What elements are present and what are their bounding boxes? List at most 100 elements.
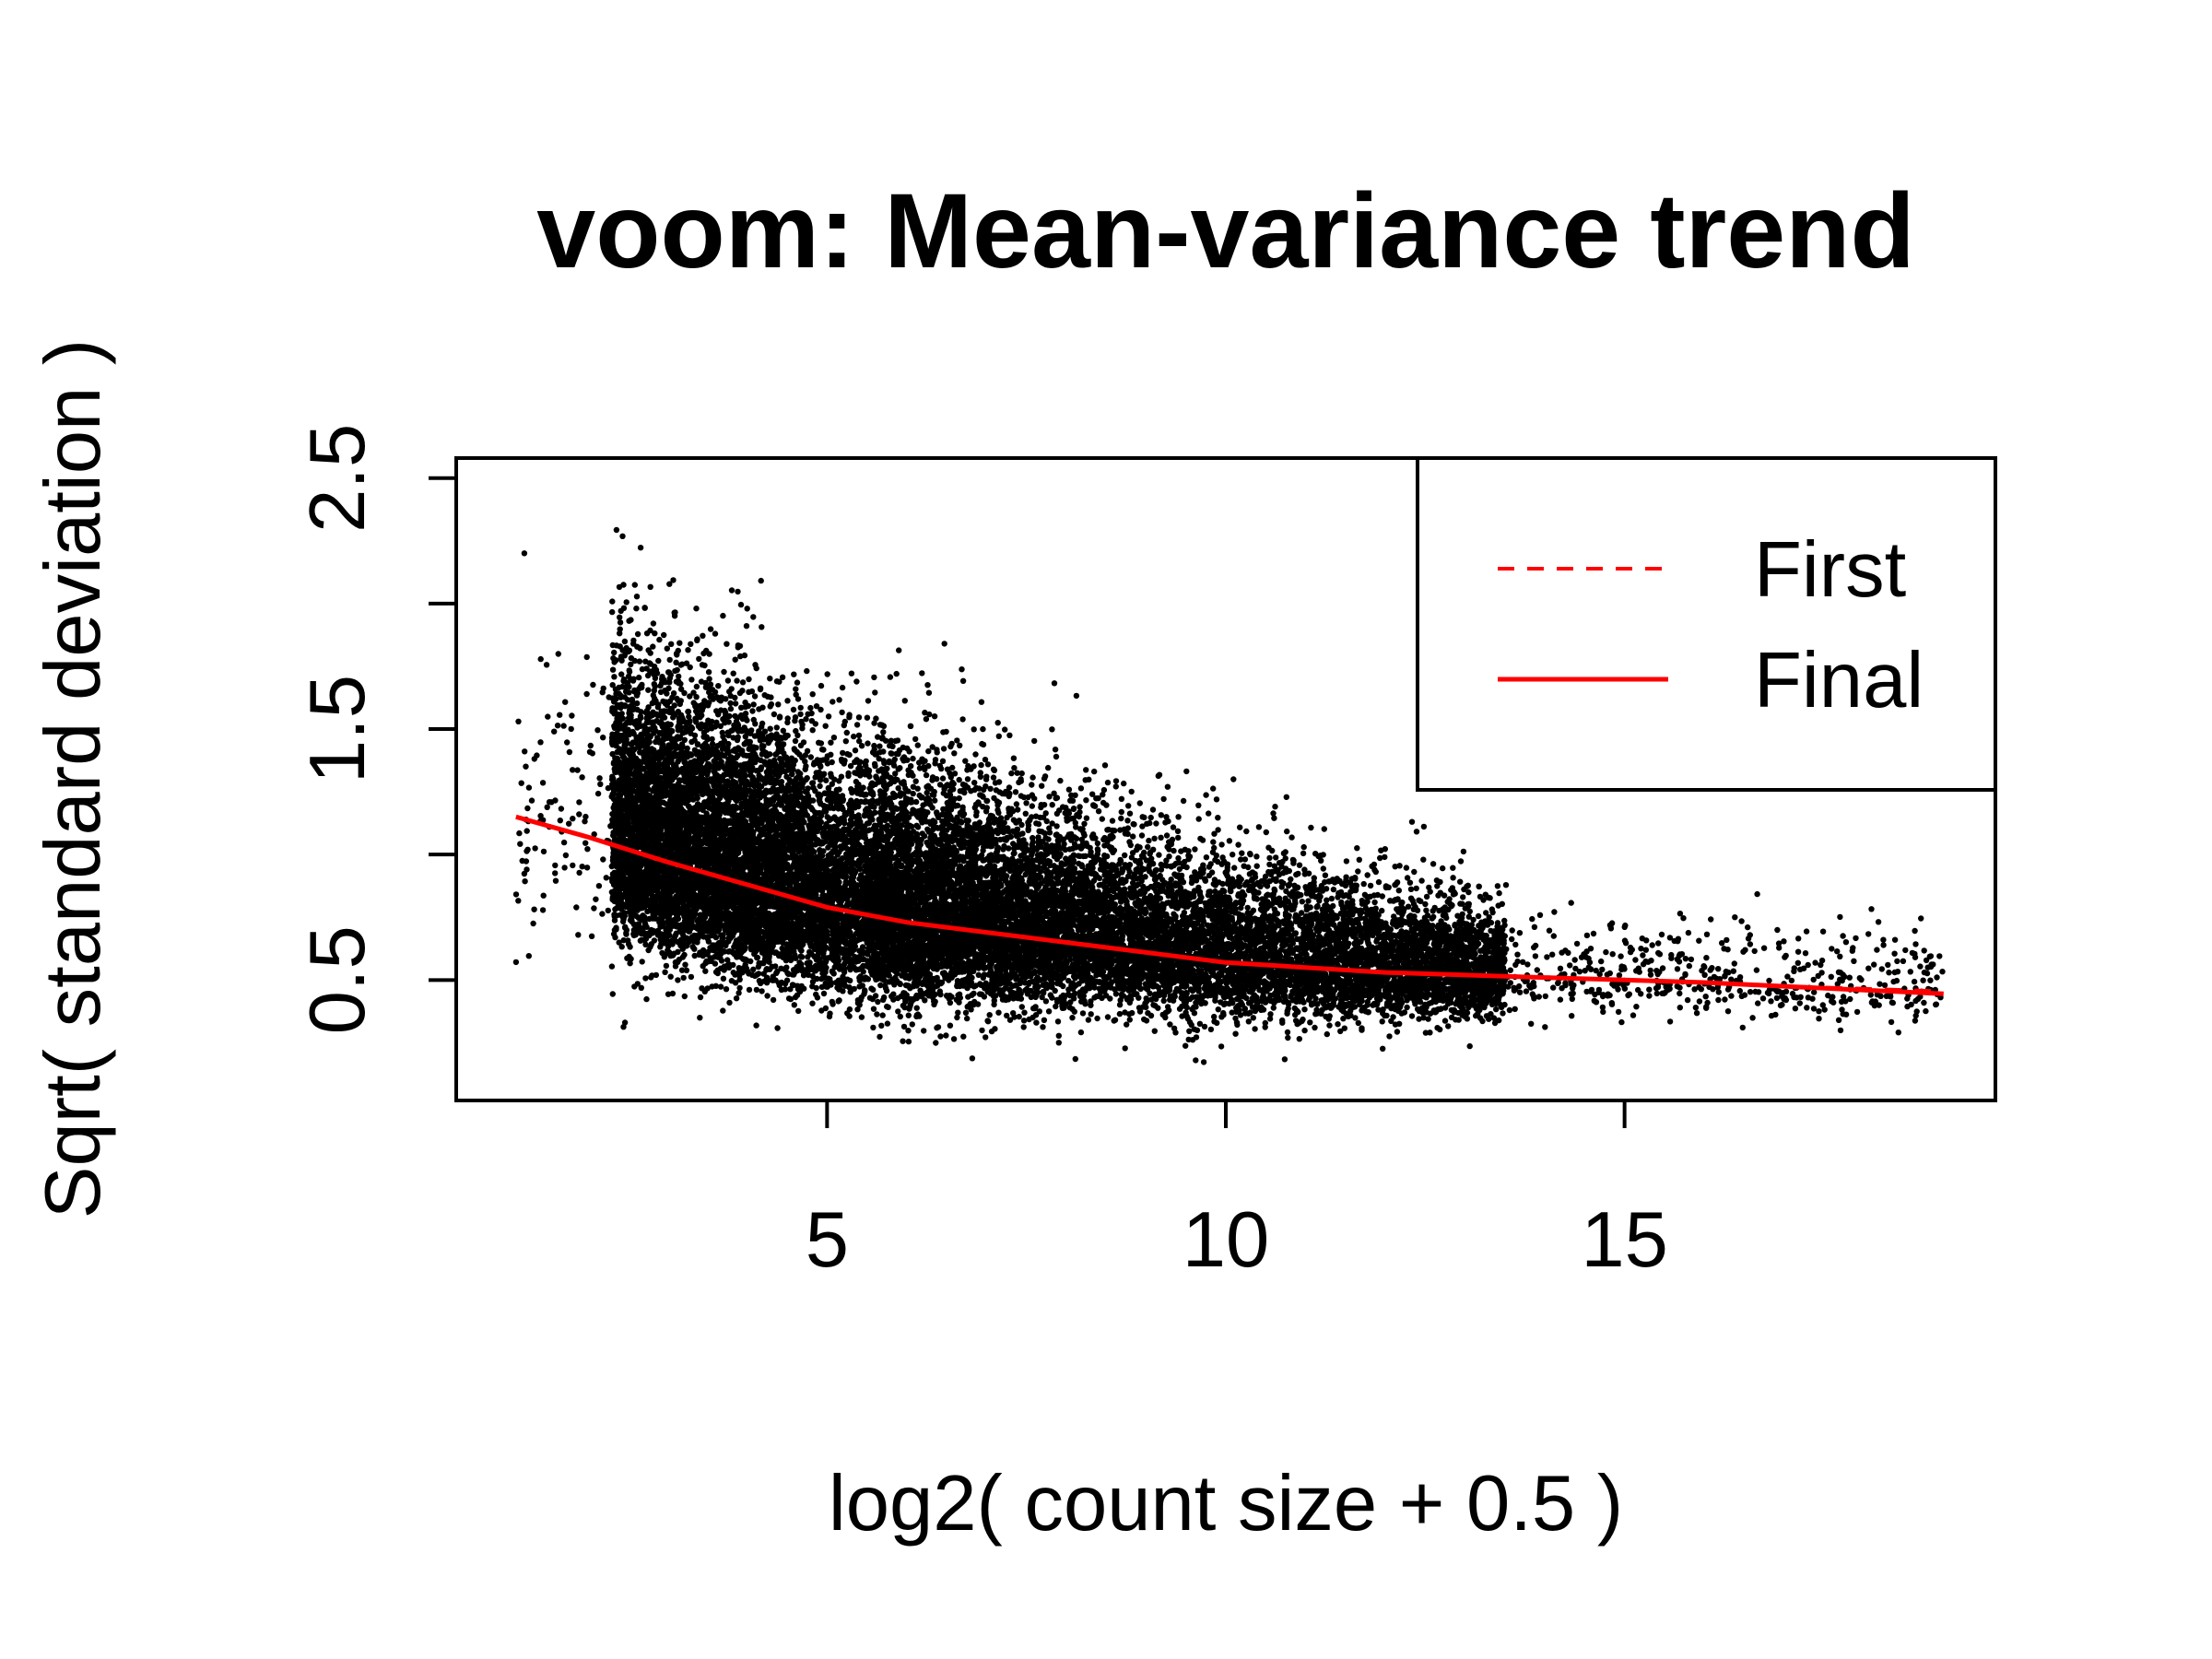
scatter-point [1642, 947, 1650, 953]
scatter-point [1324, 1030, 1331, 1038]
scatter-point [1542, 1024, 1548, 1030]
scatter-point [1354, 845, 1360, 852]
scatter-point [924, 682, 931, 688]
scatter-point [736, 984, 743, 992]
scatter-point [1230, 852, 1236, 858]
scatter-point [1411, 868, 1418, 876]
scatter-point [1394, 1029, 1401, 1035]
scatter-point [746, 986, 753, 994]
scatter-point [959, 804, 966, 810]
scatter-point [1077, 1029, 1085, 1036]
scatter-point [1077, 785, 1085, 792]
scatter-point [1477, 893, 1484, 900]
scatter-point [1529, 915, 1535, 923]
scatter-point [1265, 891, 1271, 898]
scatter-point [1338, 899, 1345, 906]
scatter-point [865, 698, 872, 704]
scatter-point [590, 681, 596, 688]
scatter-point [720, 975, 727, 982]
scatter-point [637, 713, 644, 720]
scatter-point [807, 754, 814, 760]
scatter-point [557, 712, 563, 718]
scatter-point [537, 655, 544, 663]
scatter-point [856, 983, 863, 990]
scatter-point [1795, 935, 1802, 942]
scatter-point [552, 870, 559, 877]
scatter-point [839, 709, 845, 716]
scatter-point [1324, 897, 1330, 903]
scatter-point [954, 737, 960, 744]
scatter-point [1083, 767, 1089, 773]
scatter-point [1104, 779, 1112, 786]
scatter-point [842, 738, 849, 745]
scatter-point [1153, 820, 1159, 827]
scatter-point [543, 662, 550, 668]
scatter-point [1684, 996, 1691, 1004]
scatter-point [1130, 833, 1136, 840]
scatter-point [655, 657, 662, 665]
scatter-point [596, 775, 603, 782]
scatter-point [794, 679, 801, 686]
scatter-point [980, 741, 987, 748]
scatter-point [720, 612, 726, 619]
scatter-point [557, 818, 563, 824]
scatter-point [870, 1006, 877, 1012]
scatter-point [617, 619, 624, 626]
scatter-point [1020, 1024, 1027, 1030]
scatter-point [771, 711, 778, 718]
scatter-point [839, 684, 846, 691]
scatter-point [1837, 913, 1843, 921]
scatter-point [1507, 967, 1514, 973]
scatter-point [1300, 843, 1307, 851]
scatter-point [1330, 886, 1337, 893]
scatter-point [1551, 909, 1558, 915]
scatter-point [750, 614, 757, 620]
scatter-point [1380, 1045, 1386, 1053]
scatter-point [1618, 1018, 1625, 1026]
scatter-point [540, 892, 547, 899]
scatter-point [1646, 993, 1653, 999]
scatter-point [1542, 993, 1549, 1000]
scatter-point [591, 905, 597, 912]
scatter-point [1055, 1040, 1063, 1046]
scatter-point [661, 631, 667, 639]
scatter-point [822, 723, 829, 729]
scatter-point [1724, 1008, 1732, 1015]
scatter-point [1638, 946, 1644, 952]
scatter-point [905, 1028, 912, 1034]
scatter-point [1072, 792, 1078, 798]
scatter-point [564, 739, 571, 746]
scatter-point [1196, 1020, 1204, 1028]
scatter-point [1874, 947, 1880, 953]
scatter-point [1379, 1018, 1385, 1025]
scatter-point [579, 774, 585, 781]
scatter-point [1569, 1013, 1575, 1019]
scatter-point [943, 1032, 949, 1039]
scatter-point [1029, 803, 1036, 809]
scatter-point [1603, 948, 1609, 956]
scatter-point [1912, 941, 1919, 947]
scatter-point [901, 698, 908, 704]
scatter-point [682, 961, 688, 968]
scatter-point [1509, 935, 1515, 943]
scatter-point [675, 977, 681, 983]
scatter-point [1816, 1008, 1822, 1015]
chart-title: voom: Mean-variance trend [536, 172, 1914, 290]
scatter-point [603, 875, 609, 881]
scatter-point [1011, 765, 1018, 771]
scatter-point [1269, 847, 1276, 854]
scatter-point [1085, 1017, 1092, 1023]
scatter-point [1418, 877, 1425, 884]
scatter-point [784, 698, 791, 704]
scatter-point [667, 973, 674, 980]
scatter-point [909, 1021, 915, 1028]
scatter-point [741, 652, 748, 659]
scatter-point [1112, 783, 1120, 790]
scatter-point [971, 780, 978, 786]
scatter-point [922, 758, 928, 764]
scatter-point [923, 771, 930, 779]
scatter-point [893, 670, 900, 677]
scatter-point [959, 666, 965, 673]
scatter-point [1192, 846, 1198, 853]
scatter-point [1231, 865, 1238, 871]
